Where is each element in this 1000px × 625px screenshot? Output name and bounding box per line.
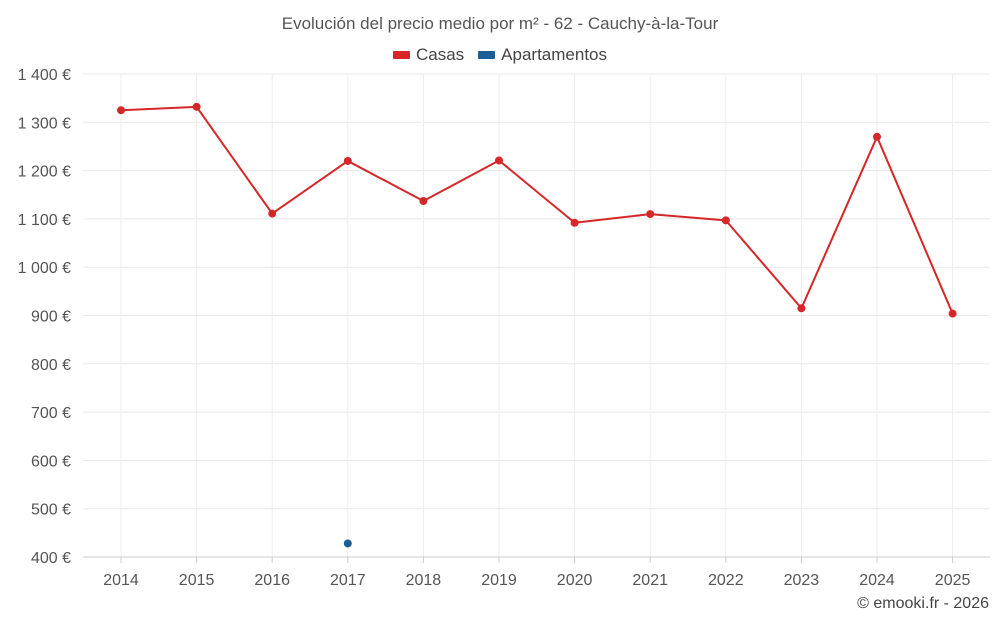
data-point-casas-2022 bbox=[721, 216, 730, 225]
y-tick-label-1100: 1 100 € bbox=[18, 212, 71, 229]
y-tick-label-1200: 1 200 € bbox=[18, 164, 71, 181]
data-point-casas-2014 bbox=[117, 106, 125, 115]
series-line-casas bbox=[120, 105, 954, 314]
x-tick-label-2016: 2016 bbox=[254, 572, 290, 589]
data-point-casas-2021 bbox=[646, 210, 655, 219]
y-tick-label-1400: 1 400 € bbox=[18, 67, 71, 84]
y-tick-label-800: 800 € bbox=[31, 357, 71, 374]
legend-swatch-casas bbox=[392, 51, 410, 59]
y-tick-label-500: 500 € bbox=[31, 502, 71, 519]
data-point-casas-2019 bbox=[495, 156, 503, 165]
data-point-casas-2020 bbox=[570, 218, 579, 227]
data-point-apartamentos-2017 bbox=[343, 539, 352, 548]
y-axis-tick-labels: 400 € 500 € 600 € 700 € 800 € 900 € 1 000 € 1 1… bbox=[18, 67, 71, 567]
data-point-casas-2017 bbox=[343, 156, 352, 165]
x-tick-label-2014: 2014 bbox=[103, 572, 139, 589]
series-layer bbox=[117, 102, 957, 548]
y-tick-label-1300: 1 300 € bbox=[18, 115, 71, 132]
legend-label-casas: Casas bbox=[415, 45, 465, 64]
y-tick-label-900: 900 € bbox=[31, 309, 71, 326]
y-tick-label-1000: 1 000 € bbox=[18, 260, 71, 277]
x-tick-label-2015: 2015 bbox=[179, 572, 215, 589]
y-tick-label-600: 600 € bbox=[31, 453, 71, 470]
legend-item-casas[interactable]: Casas bbox=[392, 45, 465, 65]
data-point-casas-2024 bbox=[873, 132, 881, 141]
x-tick-label-2017: 2017 bbox=[330, 572, 366, 589]
copyright-notice: © emooki.fr - 2026 bbox=[857, 595, 989, 612]
legend-item-apartamentos[interactable]: Apartamentos bbox=[478, 45, 607, 65]
legend-label-apartamentos: Apartamentos bbox=[501, 45, 608, 64]
x-tick-label-2020: 2020 bbox=[557, 572, 593, 589]
y-tick-label-400: 400 € bbox=[31, 550, 71, 567]
legend: Casas Apartamentos bbox=[0, 45, 1000, 65]
x-tick-label-2021: 2021 bbox=[632, 572, 668, 589]
data-point-casas-2023 bbox=[797, 304, 806, 313]
grid-lines bbox=[83, 73, 990, 557]
legend-swatch-apartamentos bbox=[478, 51, 496, 59]
x-tick-label-2022: 2022 bbox=[708, 572, 744, 589]
chart-title: Evolución del precio medio por m² - 62 -… bbox=[281, 14, 719, 33]
x-tick-label-2018: 2018 bbox=[406, 572, 442, 589]
x-tick-label-2024: 2024 bbox=[859, 572, 895, 589]
x-tick-label-2025: 2025 bbox=[935, 572, 971, 589]
data-point-casas-2025 bbox=[948, 309, 957, 318]
data-point-casas-2016 bbox=[268, 209, 277, 218]
data-point-casas-2015 bbox=[192, 102, 201, 111]
y-tick-label-700: 700 € bbox=[31, 405, 71, 422]
x-axis-tick-labels: 2014 2015 2016 2017 2018 2019 2020 2021 2022 2023… bbox=[103, 572, 970, 589]
data-point-casas-2018 bbox=[419, 197, 428, 206]
x-tick-label-2023: 2023 bbox=[784, 572, 820, 589]
x-tick-label-2019: 2019 bbox=[481, 572, 517, 589]
axes bbox=[83, 556, 990, 563]
